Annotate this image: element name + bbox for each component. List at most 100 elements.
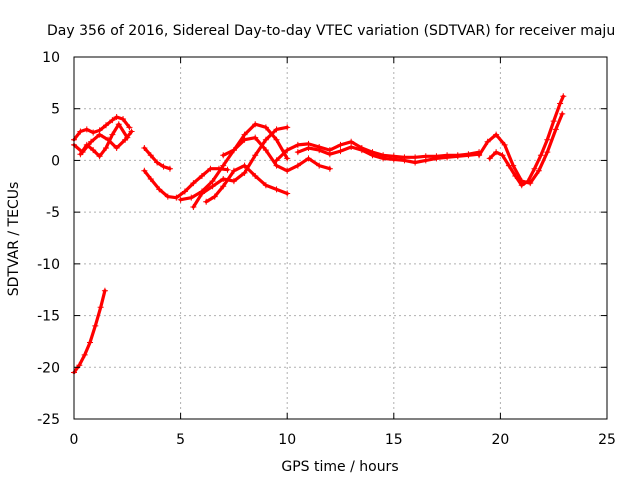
data-point (96, 131, 103, 138)
data-point (166, 165, 173, 172)
x-tick-label: 10 (278, 432, 296, 448)
data-point (97, 304, 104, 311)
data-point (337, 148, 344, 155)
y-tick-label: 5 (51, 102, 60, 118)
data-point (316, 162, 323, 169)
data-point (454, 153, 461, 160)
y-tick-label: 0 (51, 153, 60, 169)
x-tick-label: 0 (70, 432, 79, 448)
data-point (284, 124, 291, 131)
series-arc-6 (141, 165, 231, 201)
x-tick-label: 5 (176, 432, 185, 448)
data-point (284, 155, 291, 162)
data-point (209, 183, 216, 190)
series-arc-13 (476, 110, 566, 187)
data-point (190, 180, 197, 187)
data-point (86, 339, 93, 346)
data-point (380, 155, 387, 162)
data-point (484, 138, 491, 145)
data-point (220, 183, 227, 190)
data-point (369, 152, 376, 159)
data-point (422, 157, 429, 164)
x-tick-label: 20 (491, 432, 509, 448)
data-point (444, 154, 451, 161)
data-point (109, 117, 116, 124)
data-point (316, 147, 323, 154)
data-point (505, 162, 512, 169)
data-point (113, 113, 120, 120)
series-arc-4 (77, 121, 131, 160)
data-point (284, 167, 291, 174)
data-point (412, 154, 419, 161)
data-point (252, 152, 259, 159)
data-point (326, 151, 333, 158)
data-point (207, 165, 214, 172)
series-arc-12 (294, 143, 483, 166)
data-point (211, 193, 218, 200)
data-point (252, 121, 259, 128)
data-point (284, 190, 291, 197)
data-point (92, 322, 99, 329)
data-point (273, 126, 280, 133)
data-point (273, 186, 280, 193)
chart-title: Day 356 of 2016, Sidereal Day-to-day VTE… (47, 23, 615, 39)
data-point (262, 124, 269, 131)
data-point (273, 157, 280, 164)
y-axis-title: SDTVAR / TECUs (6, 182, 22, 297)
x-axis-title: GPS time / hours (281, 459, 398, 475)
series-line (72, 289, 107, 375)
data-point (252, 172, 259, 179)
data-point (141, 167, 148, 174)
data-point (294, 162, 301, 169)
data-point (120, 116, 127, 123)
data-point (198, 172, 205, 179)
data-point (560, 93, 567, 100)
data-point (557, 100, 564, 107)
data-point (83, 126, 90, 133)
data-point (220, 152, 227, 159)
data-point (190, 203, 197, 210)
data-point (433, 155, 440, 162)
data-point (294, 149, 301, 156)
data-point (109, 131, 116, 138)
data-point (83, 141, 90, 148)
data-point (124, 134, 131, 141)
data-point (101, 287, 108, 294)
data-point (224, 166, 231, 173)
data-point (128, 128, 135, 135)
data-point (203, 198, 210, 205)
data-point (230, 178, 237, 185)
data-point (493, 131, 500, 138)
data-point (220, 162, 227, 169)
data-point (305, 145, 312, 152)
data-point (77, 128, 84, 135)
data-point (113, 145, 120, 152)
y-tick-label: 10 (42, 50, 60, 66)
data-point (241, 136, 248, 143)
data-point (559, 110, 566, 117)
series-arc-1 (71, 287, 108, 376)
data-point (486, 155, 493, 162)
y-tick-label: -15 (37, 309, 60, 325)
data-point (337, 141, 344, 148)
data-point (518, 182, 525, 189)
data-point (550, 118, 557, 125)
data-point (230, 167, 237, 174)
data-point (156, 186, 163, 193)
data-point (262, 147, 269, 154)
data-point (358, 147, 365, 154)
data-point (77, 151, 84, 158)
data-point (537, 152, 544, 159)
data-point (115, 121, 122, 128)
series-line (142, 146, 172, 171)
data-point (230, 147, 237, 154)
x-tick-label: 25 (598, 432, 616, 448)
data-point (294, 141, 301, 148)
data-point (273, 162, 280, 169)
series-line (477, 112, 564, 185)
y-tick-label: -20 (37, 360, 60, 376)
data-point (88, 138, 95, 145)
data-point (535, 167, 542, 174)
data-point (241, 169, 248, 176)
